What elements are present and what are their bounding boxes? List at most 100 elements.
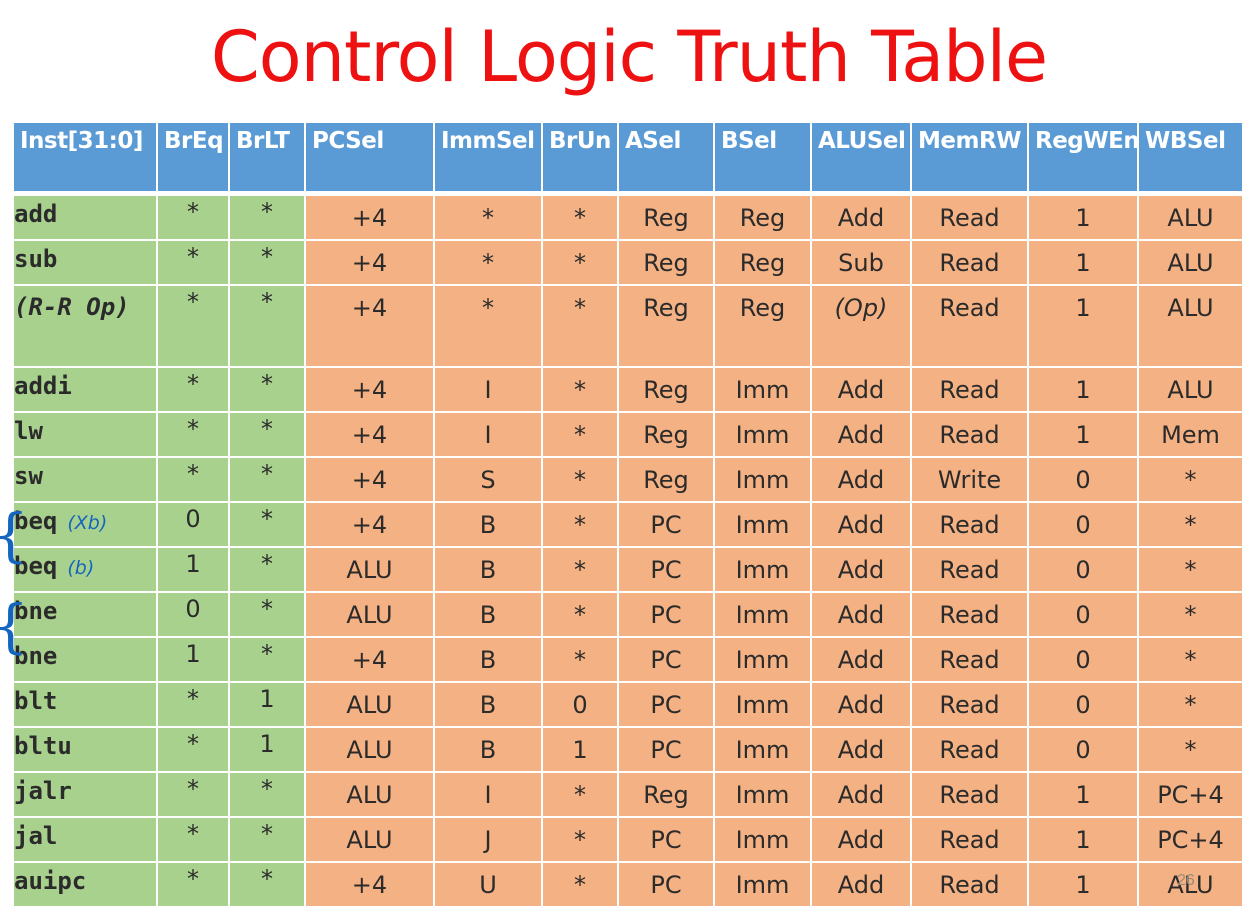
table-cell-alusel: Add: [812, 773, 912, 818]
table-cell-pcsel: +4: [306, 368, 435, 413]
col-header-memrw: MemRW: [912, 123, 1029, 196]
table-cell-brun: *: [543, 638, 619, 683]
table-cell-immsel: B: [435, 503, 543, 548]
inst-cell: jalr: [14, 773, 158, 818]
handwritten-annotation: (Xb): [67, 512, 108, 534]
table-cell-wbsel: *: [1139, 683, 1244, 728]
table-cell-breq: *: [158, 728, 230, 773]
slide-title: Control Logic Truth Table: [210, 16, 1048, 98]
table-cell-asel: PC: [619, 593, 715, 638]
table-cell-immsel: B: [435, 638, 543, 683]
table-cell-breq: 0: [158, 593, 230, 638]
table-cell-memrw: Read: [912, 241, 1029, 286]
table-cell-alusel: Add: [812, 458, 912, 503]
table-cell-bsel: Imm: [715, 818, 812, 863]
table-cell-bsel: Imm: [715, 773, 812, 818]
table-cell-asel: PC: [619, 863, 715, 908]
col-header-brun: BrUn: [543, 123, 619, 196]
table-cell-asel: PC: [619, 638, 715, 683]
inst-cell: addi: [14, 368, 158, 413]
table-cell-immsel: I: [435, 773, 543, 818]
table-cell-breq: *: [158, 863, 230, 908]
table-cell-breq: 1: [158, 638, 230, 683]
table-cell-bsel: Imm: [715, 593, 812, 638]
table-cell-bsel: Imm: [715, 683, 812, 728]
table-cell-wbsel: *: [1139, 548, 1244, 593]
table-cell-asel: Reg: [619, 413, 715, 458]
inst-cell: (R-R Op): [14, 286, 158, 368]
table-cell-brun: *: [543, 413, 619, 458]
table-cell-bsel: Imm: [715, 728, 812, 773]
table-cell-brlt: *: [230, 458, 306, 503]
table-row: add * * +4 * * Reg Reg Add Read 1 ALU: [14, 196, 1244, 241]
table-cell-bsel: Imm: [715, 638, 812, 683]
table-row: bne 0 * ALU B * PC Imm Add Read 0 *: [14, 593, 1244, 638]
table-cell-brlt: *: [230, 286, 306, 368]
table-cell-bsel: Imm: [715, 458, 812, 503]
table-cell-bsel: Reg: [715, 286, 812, 368]
table-cell-pcsel: ALU: [306, 728, 435, 773]
table-cell-regwen: 1: [1029, 818, 1139, 863]
inst-label: bne: [14, 642, 58, 670]
table-row: jal * * ALU J * PC Imm Add Read 1 PC+4: [14, 818, 1244, 863]
table-cell-asel: Reg: [619, 286, 715, 368]
col-header-bsel: BSel: [715, 123, 812, 196]
table-cell-regwen: 1: [1029, 368, 1139, 413]
table-cell-memrw: Read: [912, 286, 1029, 368]
table-cell-breq: *: [158, 458, 230, 503]
table-cell-memrw: Read: [912, 863, 1029, 908]
table-cell-brlt: *: [230, 818, 306, 863]
table-cell-brlt: *: [230, 503, 306, 548]
table-cell-memrw: Read: [912, 196, 1029, 241]
table-cell-immsel: B: [435, 593, 543, 638]
inst-label: addi: [14, 372, 72, 400]
table-cell-bsel: Imm: [715, 413, 812, 458]
table-cell-brlt: *: [230, 593, 306, 638]
table-cell-immsel: I: [435, 413, 543, 458]
table-cell-pcsel: +4: [306, 413, 435, 458]
table-cell-brun: 1: [543, 728, 619, 773]
table-cell-asel: Reg: [619, 773, 715, 818]
header-row: Inst[31:0] BrEq BrLT PCSel ImmSel BrUn A…: [14, 123, 1244, 196]
table-cell-immsel: B: [435, 683, 543, 728]
table-cell-brun: *: [543, 241, 619, 286]
table-row: auipc * * +4 U * PC Imm Add Read 1 ALU: [14, 863, 1244, 908]
table-cell-wbsel: ALU: [1139, 863, 1244, 908]
table-cell-alusel: Add: [812, 818, 912, 863]
table-cell-alusel: (Op): [812, 286, 912, 368]
col-header-inst: Inst[31:0]: [14, 123, 158, 196]
table-cell-asel: Reg: [619, 241, 715, 286]
table-cell-breq: *: [158, 286, 230, 368]
table-cell-memrw: Write: [912, 458, 1029, 503]
table-cell-pcsel: ALU: [306, 773, 435, 818]
table-cell-brun: *: [543, 368, 619, 413]
inst-cell: auipc: [14, 863, 158, 908]
inst-label: add: [14, 200, 58, 228]
truth-table: Inst[31:0] BrEq BrLT PCSel ImmSel BrUn A…: [14, 123, 1244, 908]
table-cell-regwen: 0: [1029, 593, 1139, 638]
table-cell-regwen: 0: [1029, 503, 1139, 548]
table-cell-brun: *: [543, 458, 619, 503]
table-cell-alusel: Add: [812, 548, 912, 593]
table-cell-immsel: *: [435, 196, 543, 241]
table-cell-immsel: B: [435, 548, 543, 593]
table-cell-wbsel: PC+4: [1139, 818, 1244, 863]
table-cell-memrw: Read: [912, 683, 1029, 728]
table-cell-memrw: Read: [912, 368, 1029, 413]
table-cell-memrw: Read: [912, 503, 1029, 548]
table-cell-regwen: 1: [1029, 863, 1139, 908]
table-cell-brun: *: [543, 548, 619, 593]
table-cell-breq: *: [158, 196, 230, 241]
inst-label: blt: [14, 687, 58, 715]
table-cell-brun: *: [543, 286, 619, 368]
table-cell-asel: PC: [619, 548, 715, 593]
table-cell-memrw: Read: [912, 728, 1029, 773]
table-cell-bsel: Reg: [715, 196, 812, 241]
table-cell-immsel: U: [435, 863, 543, 908]
table-cell-immsel: S: [435, 458, 543, 503]
table-cell-brlt: *: [230, 368, 306, 413]
table-cell-immsel: *: [435, 286, 543, 368]
brace-beq: {: [0, 506, 29, 564]
table-cell-brlt: 1: [230, 683, 306, 728]
table-cell-wbsel: *: [1139, 503, 1244, 548]
